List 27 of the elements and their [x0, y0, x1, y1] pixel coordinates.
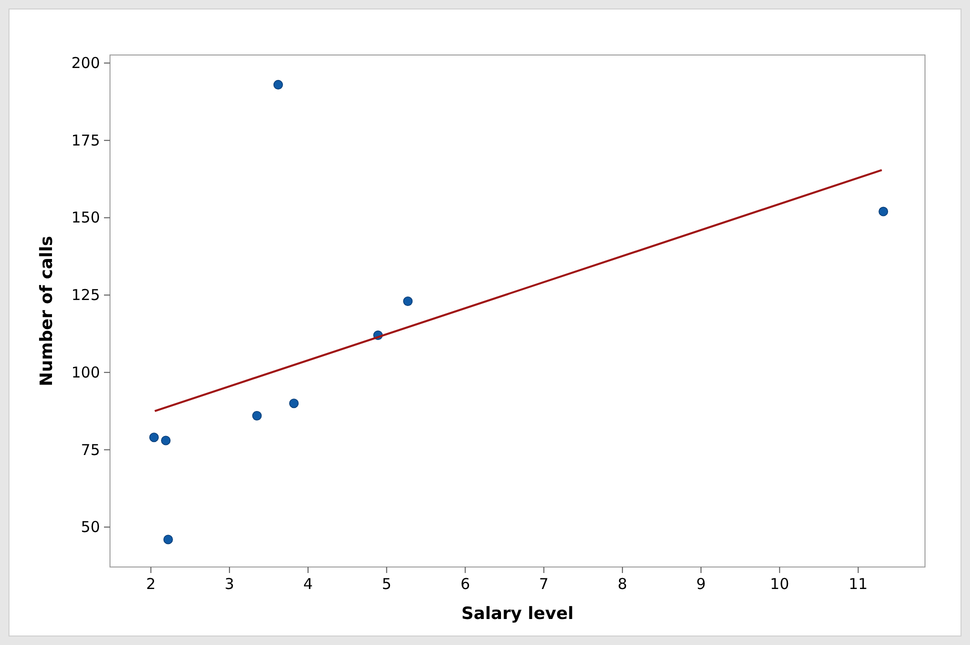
point [878, 206, 888, 216]
point [163, 534, 173, 544]
point [273, 80, 283, 90]
y-tick-label: 75 [80, 440, 100, 459]
x-tick-label: 5 [382, 575, 392, 593]
point [289, 398, 299, 408]
x-tick-label: 7 [539, 575, 549, 593]
x-tick-label: 10 [770, 575, 790, 593]
x-axis-title: Salary level [461, 604, 574, 624]
y-tick-label: 200 [71, 54, 100, 72]
x-tick-label: 2 [146, 575, 156, 593]
y-tick-label: 175 [71, 131, 100, 150]
x-tick-label: 11 [848, 575, 868, 593]
y-axis-title: Number of calls [37, 236, 57, 386]
point [149, 432, 159, 442]
x-tick-label: 9 [696, 575, 706, 593]
y-tick-label: 125 [71, 286, 100, 304]
y-tick-label: 100 [71, 363, 100, 382]
point [161, 436, 171, 446]
x-tick-label: 3 [224, 575, 234, 593]
x-tick-label: 6 [460, 575, 470, 593]
point [252, 410, 262, 420]
x-tick-label: 8 [618, 575, 628, 593]
x-tick-label: 4 [303, 575, 313, 593]
y-tick-label: 50 [80, 518, 100, 536]
y-tick-label: 150 [71, 208, 100, 227]
point [403, 296, 413, 306]
